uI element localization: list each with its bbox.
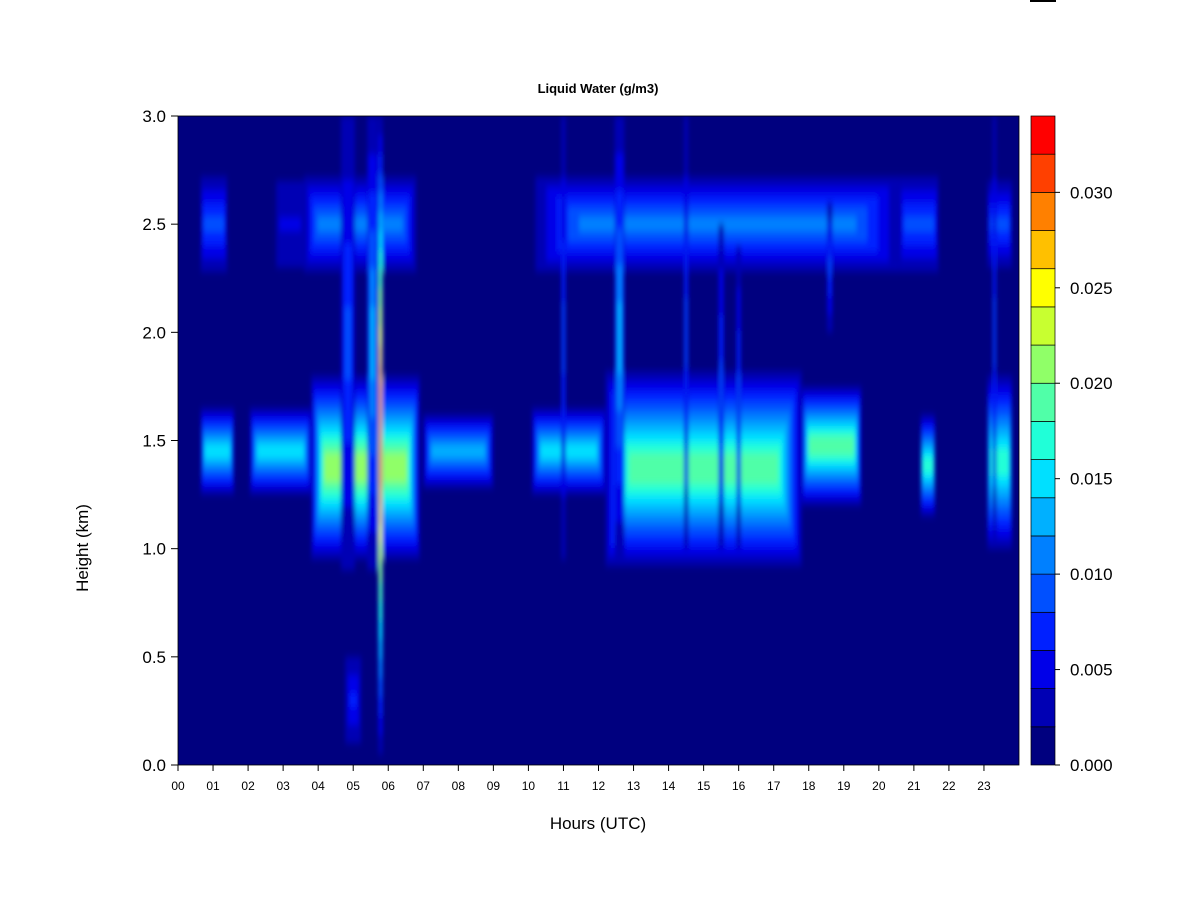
y-tick-label-3: 1.5 [142,432,166,451]
x-tick-label-7: 07 [417,779,431,793]
colorbar-level-6 [1030,497,1056,537]
colorbar-level-12 [1030,268,1056,308]
colorbar-tick-label-2: 0.010 [1070,565,1113,584]
x-tick-label-1: 01 [206,779,220,793]
colorbar-tick-label-4: 0.020 [1070,374,1113,393]
y-axis-label: Height (km) [73,504,92,592]
colorbar-level-1 [1030,688,1056,728]
cloud-feature-23-band-3 [828,257,831,278]
colorbar-level-16 [1030,115,1056,155]
y-tick-label-1: 0.5 [142,648,166,667]
x-tick-label-11: 11 [557,779,570,793]
cloud-feature-22-band-3 [737,373,740,422]
cloud-feature-8-band-9 [324,452,407,483]
cloud-feature-25-band-2 [350,693,357,708]
cloud-features [200,116,1012,755]
y-tick-label-2: 1.0 [142,540,166,559]
cloud-feature-15-band-14 [379,384,382,487]
x-tick-label-2: 02 [241,779,255,793]
cloud-feature-20-band-3 [685,297,687,367]
x-tick-label-9: 09 [487,779,501,793]
cloud-feature-16-band-5 [370,306,375,380]
colorbar-level-9 [1030,382,1056,422]
x-tick-label-4: 04 [311,779,325,793]
colorbar-level-7 [1030,459,1056,499]
colorbar-tick-label-0: 0.000 [1070,756,1113,775]
x-tick-label-23: 23 [977,779,991,793]
x-tick-label-19: 19 [837,779,851,793]
cloud-feature-4-band-3 [904,216,934,232]
colorbar-level-14 [1030,192,1056,231]
cloud-feature-6-band-6 [204,444,231,459]
colorbar-level-0 [1030,726,1056,766]
colorbar-level-13 [1030,230,1056,270]
plot-area [178,116,1019,765]
colorbar-tick-label-1: 0.005 [1070,661,1113,680]
cloud-feature-21-band-3 [720,360,723,413]
corner-mark [1030,0,1056,2]
colorbar-level-8 [1030,421,1056,460]
x-tick-label-22: 22 [942,779,956,793]
x-tick-label-18: 18 [802,779,816,793]
cloud-feature-1-band-1 [279,217,301,232]
x-tick-label-21: 21 [907,779,921,793]
colorbar-level-2 [1030,650,1056,689]
cloud-feature-12-band-8 [808,436,855,456]
colorbar-level-5 [1030,535,1056,575]
x-tick-label-17: 17 [767,779,781,793]
y-tick-label-5: 2.5 [142,215,166,234]
cloud-feature-17-band-3 [345,306,351,380]
cloud-feature-13-band-7 [922,457,934,474]
x-tick-label-14: 14 [662,779,676,793]
y-tick-label-0: 0.0 [142,756,166,775]
x-tick-label-20: 20 [872,779,886,793]
cloud-feature-2-band-4 [317,216,403,232]
cloud-feature-19-band-3 [562,302,565,374]
x-tick-label-13: 13 [627,779,641,793]
x-tick-label-5: 05 [347,779,361,793]
colorbar-tick-label-3: 0.015 [1070,470,1113,489]
colorbar-level-4 [1030,573,1056,613]
cloud-feature-7-band-6 [257,444,304,459]
cloud-feature-18-band-5 [617,302,622,374]
colorbar-tick-label-5: 0.025 [1070,279,1113,298]
colorbar: 0.000 0.005 0.010 0.015 0.020 0.025 0.030 [1030,115,1113,775]
colorbar-level-3 [1030,611,1056,651]
y-tick-label-4: 2.0 [142,323,166,342]
x-axis-label: Hours (UTC) [550,814,646,833]
colorbar-tick-label-6: 0.030 [1070,183,1113,202]
cloud-feature-11-band-8 [629,453,779,485]
x-tick-label-16: 16 [732,779,746,793]
cloud-feature-3-band-4 [579,216,857,232]
x-tick-label-8: 08 [452,779,466,793]
x-tick-label-15: 15 [697,779,711,793]
x-tick-label-10: 10 [522,779,536,793]
cloud-feature-0-band-3 [203,216,224,232]
colorbar-level-10 [1030,344,1056,384]
colorbar-level-15 [1030,153,1056,193]
y-tick-label-6: 3.0 [142,107,166,126]
x-tick-label-12: 12 [592,779,606,793]
chart-title: Liquid Water (g/m3) [538,81,659,96]
y-axis: 0.0 0.5 1.0 1.5 2.0 2.5 3.0 [142,107,178,775]
colorbar-level-11 [1030,306,1056,346]
x-tick-label-3: 03 [276,779,290,793]
cloud-feature-24-band-3 [993,297,996,367]
x-axis: 00 01 02 03 04 05 06 07 08 09 10 11 12 13 14 15 16 17 18 19… [171,765,991,793]
cloud-feature-10-band-6 [540,444,597,459]
x-tick-label-0: 00 [171,779,185,793]
cloud-feature-9-band-5 [431,445,485,458]
x-tick-label-6: 06 [382,779,396,793]
